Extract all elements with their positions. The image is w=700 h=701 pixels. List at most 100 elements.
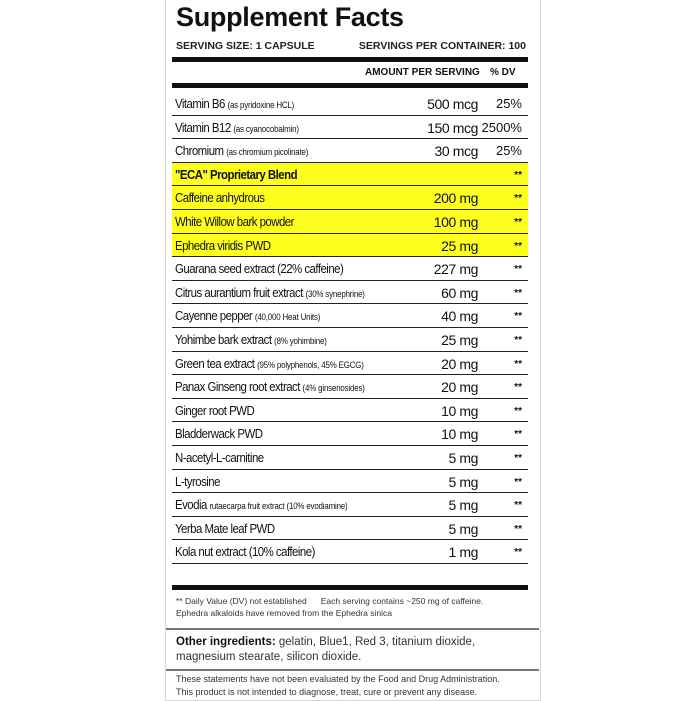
ingredient-detail: (95% polyphenols, 45% EGCG) — [257, 359, 364, 370]
ingredient-name: Caffeine anhydrous — [175, 190, 265, 205]
ingredient-label: White Willow bark powder — [175, 213, 294, 229]
ingredient-label: Green tea extract — [175, 355, 255, 371]
ingredient-dv: ** — [514, 452, 522, 464]
table-row: N-acetyl-L-carnitine 5 mg ** — [172, 446, 528, 470]
ingredient-name: Citrus aurantium fruit extract (30% syne… — [175, 285, 365, 300]
ingredient-table: Vitamin B6 (as pyridoxine HCL) 500 mcg 25%… — [172, 92, 528, 564]
ingredient-name: Chromium (as chromium picolinate) — [175, 143, 308, 158]
ingredient-dv: ** — [514, 264, 522, 276]
ingredient-name: Panax Ginseng root extract (4% ginsenosi… — [175, 379, 365, 394]
ingredient-amount: 150 mcg — [427, 119, 478, 136]
table-row: Yerba Mate leaf PWD 5 mg ** — [172, 517, 528, 541]
header-dv: % DV — [490, 67, 516, 78]
ingredient-dv: ** — [514, 500, 522, 512]
ingredient-label: Vitamin B12 — [175, 119, 231, 135]
table-row: Cayenne pepper (40,000 Heat Units) 40 mg *… — [172, 304, 528, 328]
ingredient-dv: ** — [514, 476, 522, 488]
ingredient-dv: ** — [514, 523, 522, 535]
ingredient-label: Guarana seed extract (22% caffeine) — [175, 261, 344, 277]
ingredient-dv: 25% — [495, 143, 522, 159]
ingredient-label: Cayenne pepper — [175, 308, 253, 324]
ingredient-name: Cayenne pepper (40,000 Heat Units) — [175, 308, 320, 323]
table-row: L-tyrosine 5 mg ** — [172, 470, 528, 494]
table-row: Citrus aurantium fruit extract (30% syne… — [172, 281, 528, 305]
ingredient-label: "ECA" Proprietary Blend — [175, 166, 298, 182]
ingredient-detail: (8% yohimbine) — [274, 335, 327, 346]
ingredient-name: Bladderwack PWD — [175, 426, 263, 442]
serving-size: SERVING SIZE: 1 CAPSULE — [176, 40, 315, 52]
table-row: Evodia rutaecarpa fruit extract (10% evo… — [172, 493, 528, 517]
footnote: ** Daily Value (DV) not established Each … — [176, 595, 526, 619]
ingredient-dv: ** — [514, 240, 522, 252]
ingredient-amount: 5 mg — [448, 473, 478, 490]
ingredient-dv: ** — [514, 216, 522, 228]
ingredient-name: "ECA" Proprietary Blend — [175, 166, 298, 182]
table-row: Guarana seed extract (22% caffeine) 227 … — [172, 257, 528, 281]
ingredient-dv: ** — [514, 193, 522, 205]
ingredient-amount: 100 mg — [433, 213, 479, 230]
ingredient-amount: 500 mcg — [427, 96, 478, 112]
ingredient-amount: 227 mg — [433, 261, 479, 278]
ingredient-detail: (as chromium picolinate) — [226, 147, 309, 158]
other-ingredients-label: Other ingredients: — [176, 636, 276, 648]
table-row: Green tea extract (95% polyphenols, 45% … — [172, 352, 528, 376]
ingredient-detail: (30% synephrine) — [305, 288, 365, 299]
table-row: Ephedra viridis PWD 25 mg ** — [172, 233, 528, 258]
table-row: Yohimbe bark extract (8% yohimbine) 25 mg… — [172, 328, 528, 352]
table-row: Kola nut extract (10% caffeine) 1 mg ** — [172, 540, 528, 564]
ingredient-label: Evodia — [175, 497, 207, 513]
ingredient-label: Ginger root PWD — [175, 402, 255, 418]
other-ingredients-text: gelatin, Blue1, Red 3, titanium dioxide,… — [176, 636, 476, 663]
ingredient-name: Yerba Mate leaf PWD — [175, 521, 275, 536]
caffeine-note: Each serving contains ~250 mg of caffein… — [320, 596, 484, 606]
ingredient-dv: ** — [514, 311, 522, 323]
table-row: "ECA" Proprietary Blend ** — [172, 162, 528, 187]
ingredient-name: Ginger root PWD — [175, 402, 255, 418]
ingredient-detail: (as cyanocobalmin) — [233, 123, 299, 134]
ingredient-detail: (as pyridoxine HCL) — [227, 100, 295, 110]
divider — [166, 669, 539, 671]
ingredient-dv: ** — [514, 169, 522, 181]
ingredient-amount: 20 mg — [441, 355, 478, 372]
ingredient-dv: ** — [514, 382, 522, 394]
ingredient-amount: 30 mcg — [434, 143, 478, 160]
ingredient-name: Guarana seed extract (22% caffeine) — [175, 261, 344, 277]
supplement-facts-panel — [165, 0, 541, 701]
ingredient-amount: 1 mg — [448, 544, 478, 561]
ingredient-label: Yerba Mate leaf PWD — [175, 520, 275, 536]
ingredient-dv: ** — [514, 287, 522, 299]
ingredient-label: Ephedra viridis PWD — [175, 237, 271, 253]
ingredient-dv: 2500% — [481, 119, 522, 135]
ephedra-note: Ephedra alkaloids have removed from the … — [176, 608, 392, 618]
divider-thick — [172, 57, 528, 62]
ingredient-name: N-acetyl-L-carnitine — [175, 450, 264, 465]
table-row: Panax Ginseng root extract (4% ginsenosi… — [172, 375, 528, 399]
ingredient-label: Panax Ginseng root extract — [175, 379, 300, 395]
ingredient-name: Yohimbe bark extract (8% yohimbine) — [175, 332, 327, 347]
other-ingredients: Other ingredients: gelatin, Blue1, Red 3… — [176, 635, 536, 665]
dv-note: ** Daily Value (DV) not established — [176, 596, 307, 606]
table-row: Caffeine anhydrous 200 mg ** — [172, 186, 528, 210]
header-amount: AMOUNT PER SERVING — [365, 67, 480, 78]
servings-per-container: SERVINGS PER CONTAINER: 100 — [358, 40, 526, 52]
ingredient-detail: (40,000 Heat Units) — [254, 312, 321, 323]
ingredient-label: Caffeine anhydrous — [175, 190, 265, 206]
ingredient-label: Kola nut extract (10% caffeine) — [175, 544, 315, 560]
ingredient-label: Vitamin B6 — [175, 96, 225, 111]
ingredient-name: Evodia rutaecarpa fruit extract (10% evo… — [175, 497, 348, 512]
ingredient-label: Bladderwack PWD — [175, 426, 263, 442]
divider-thick — [172, 83, 528, 88]
ingredient-dv: ** — [514, 358, 522, 370]
ingredient-label: Yohimbe bark extract — [175, 331, 272, 347]
disclaimer: These statements have not been evaluated… — [176, 673, 500, 699]
ingredient-amount: 25 mg — [441, 237, 478, 254]
ingredient-amount: 10 mg — [441, 426, 478, 443]
ingredient-name: Vitamin B12 (as cyanocobalmin) — [175, 120, 299, 135]
ingredient-name: White Willow bark powder — [175, 214, 294, 229]
disclaimer-line: These statements have not been evaluated… — [176, 674, 500, 684]
ingredient-label: Citrus aurantium fruit extract — [175, 284, 303, 300]
ingredient-dv: ** — [514, 334, 522, 346]
ingredient-name: Vitamin B6 (as pyridoxine HCL) — [175, 96, 294, 111]
ingredient-name: L-tyrosine — [175, 474, 220, 489]
ingredient-dv: ** — [514, 429, 522, 441]
